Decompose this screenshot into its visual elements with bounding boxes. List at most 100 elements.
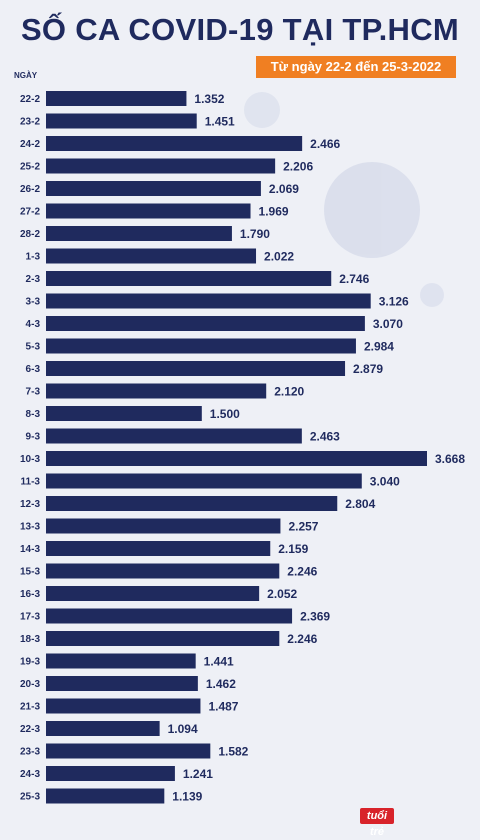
value-label: 3.126 xyxy=(379,295,409,309)
bar xyxy=(46,248,257,264)
bar xyxy=(46,226,232,241)
bar xyxy=(46,451,427,466)
chart-title: SỐ CA COVID-19 TẠI TP.HCM xyxy=(20,12,460,47)
bar xyxy=(46,316,365,331)
value-label: 2.746 xyxy=(339,272,369,286)
category-label: 23-2 xyxy=(20,117,40,128)
bar xyxy=(46,293,371,309)
bar xyxy=(46,406,202,421)
bar xyxy=(46,158,276,174)
value-label: 2.246 xyxy=(287,565,317,579)
value-label: 1.094 xyxy=(168,722,198,736)
category-label: 22-3 xyxy=(20,724,40,735)
category-label: 21-3 xyxy=(20,702,40,713)
value-label: 1.500 xyxy=(210,407,240,421)
value-label: 2.463 xyxy=(310,430,340,444)
date-range-badge: Từ ngày 22-2 đến 25-3-2022 xyxy=(256,56,456,78)
y-axis-title: NGÀY xyxy=(14,71,38,80)
value-label: 1.487 xyxy=(208,700,238,714)
category-label: 11-3 xyxy=(21,477,41,488)
value-label: 2.206 xyxy=(283,160,313,174)
bar xyxy=(46,721,160,736)
bar xyxy=(46,383,267,399)
value-label: 2.022 xyxy=(264,250,294,264)
category-label: 13-3 xyxy=(20,522,40,533)
category-label: 26-2 xyxy=(20,184,40,195)
category-label: 24-2 xyxy=(20,139,40,150)
category-label: 4-3 xyxy=(26,319,41,330)
bar xyxy=(46,698,201,714)
category-label: 17-3 xyxy=(20,612,40,623)
bar xyxy=(46,676,198,691)
value-label: 1.241 xyxy=(183,767,213,781)
value-label: 1.451 xyxy=(205,115,235,129)
category-label: 5-3 xyxy=(26,342,41,353)
value-label: 3.070 xyxy=(373,317,403,331)
value-label: 1.969 xyxy=(259,205,289,219)
value-label: 1.139 xyxy=(172,790,202,804)
bar xyxy=(46,473,362,489)
bar xyxy=(46,563,280,579)
value-label: 2.369 xyxy=(300,610,330,624)
bar xyxy=(46,541,271,556)
value-label: 3.040 xyxy=(370,475,400,489)
category-label: 9-3 xyxy=(26,432,41,443)
value-label: 1.582 xyxy=(218,745,248,759)
value-label: 2.879 xyxy=(353,362,383,376)
bar xyxy=(46,203,251,219)
bar xyxy=(46,518,281,534)
bar xyxy=(46,586,260,601)
bar xyxy=(46,136,303,151)
category-label: 14-3 xyxy=(20,544,40,555)
category-label: 1-3 xyxy=(26,252,41,263)
value-label: 2.804 xyxy=(345,497,375,511)
category-label: 28-2 xyxy=(20,229,40,240)
category-label: 27-2 xyxy=(20,207,40,218)
value-label: 2.246 xyxy=(287,632,317,646)
bar xyxy=(46,631,280,646)
bar xyxy=(46,113,197,129)
value-label: 2.052 xyxy=(267,587,297,601)
value-label: 2.257 xyxy=(288,520,318,534)
newspaper-logo: tuổi trẻ xyxy=(360,808,394,838)
bar xyxy=(46,788,165,804)
category-label: 3-3 xyxy=(26,297,41,308)
category-label: 23-3 xyxy=(20,747,40,758)
category-label: 6-3 xyxy=(26,364,41,375)
value-label: 1.462 xyxy=(206,677,236,691)
value-label: 2.159 xyxy=(278,542,308,556)
bar xyxy=(46,766,175,781)
bar xyxy=(46,91,187,106)
bar xyxy=(46,653,196,669)
bar xyxy=(46,271,332,286)
category-label: 7-3 xyxy=(26,387,41,398)
value-label: 1.352 xyxy=(194,92,224,106)
value-label: 2.466 xyxy=(310,137,340,151)
category-label: 25-2 xyxy=(20,162,40,173)
category-label: 10-3 xyxy=(20,454,40,465)
category-label: 20-3 xyxy=(20,679,40,690)
category-label: 8-3 xyxy=(26,409,41,420)
value-label: 3.668 xyxy=(435,452,465,466)
bar xyxy=(46,743,211,759)
category-label: 2-3 xyxy=(26,274,41,285)
bars-group: 22-2 1.352 23-2 1.451 24-2 2.466 25-2 2.206 26-2… xyxy=(20,91,465,804)
category-label: 24-3 xyxy=(20,769,40,780)
category-label: 22-2 xyxy=(20,94,40,105)
category-label: 16-3 xyxy=(20,589,40,600)
value-label: 1.790 xyxy=(240,227,270,241)
bar xyxy=(46,428,302,444)
bar xyxy=(46,338,356,354)
bar xyxy=(46,361,346,376)
category-label: 18-3 xyxy=(20,634,40,645)
bar xyxy=(46,608,293,624)
value-label: 1.441 xyxy=(204,655,234,669)
bar xyxy=(46,496,338,511)
category-label: 15-3 xyxy=(20,567,40,578)
virus-decoration xyxy=(244,92,444,307)
category-label: 12-3 xyxy=(20,499,40,510)
category-label: 19-3 xyxy=(20,657,40,668)
value-label: 2.984 xyxy=(364,340,394,354)
category-label: 25-3 xyxy=(20,792,40,803)
